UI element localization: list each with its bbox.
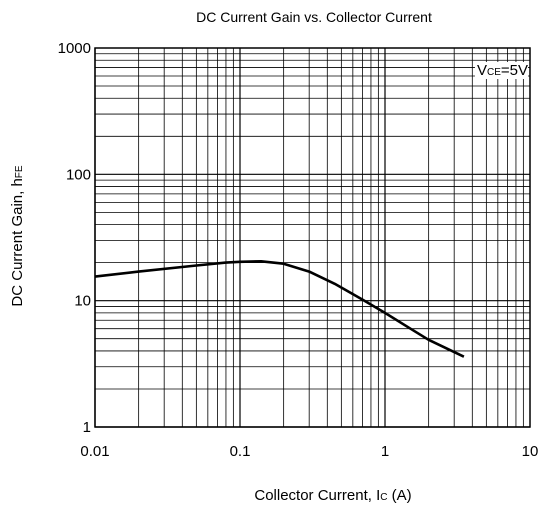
y-tick-label: 100 bbox=[66, 166, 91, 183]
vce-annotation: VCE=5V bbox=[474, 62, 528, 79]
y-tick-label: 10 bbox=[74, 293, 91, 310]
x-tick-labels: 0.01 0.1 1 10 bbox=[80, 443, 538, 460]
grid bbox=[94, 48, 530, 428]
y-tick-labels: 1 10 100 1000 bbox=[58, 40, 91, 436]
x-tick-label: 0.1 bbox=[230, 443, 251, 460]
x-tick-label: 10 bbox=[522, 443, 539, 460]
plot-frame bbox=[94, 47, 531, 428]
annotation-background bbox=[474, 62, 528, 79]
annotation-text: VCE=5V bbox=[477, 62, 528, 79]
x-tick-label: 1 bbox=[381, 443, 389, 460]
x-tick-label: 0.01 bbox=[80, 443, 109, 460]
y-tick-label: 1 bbox=[83, 419, 91, 436]
y-axis-label: DC Current Gain, hFE bbox=[9, 165, 26, 306]
y-tick-label: 1000 bbox=[58, 40, 91, 57]
chart-title: DC Current Gain vs. Collector Current bbox=[196, 9, 432, 25]
series-line bbox=[94, 259, 465, 358]
x-axis-label: Collector Current, IC (A) bbox=[254, 487, 411, 504]
series-group bbox=[94, 259, 465, 358]
